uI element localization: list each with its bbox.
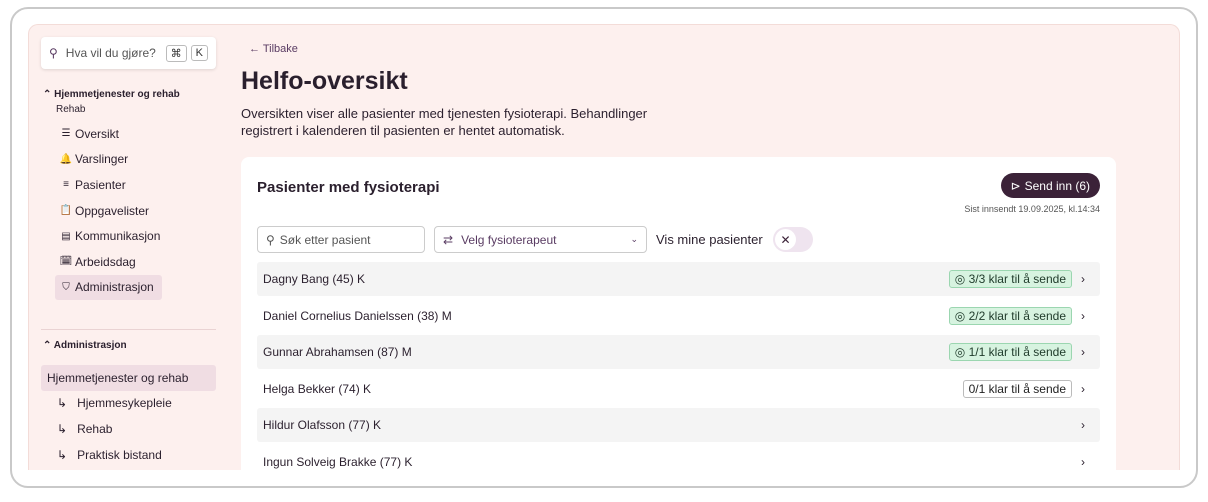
chevron-right-icon: › (1081, 345, 1085, 359)
chevron-right-icon: › (1081, 418, 1085, 432)
arrow-subitem-icon: ↳ (57, 396, 68, 411)
kbd-cmd: ⌘ (165, 44, 187, 62)
select-label: Velg fysioterapeut (461, 232, 557, 247)
message-icon: ▤ (61, 230, 71, 242)
section-title: Hjemmetjenester og rehab (54, 89, 180, 100)
patient-search-input[interactable]: ⚲ Søk etter pasient (257, 226, 425, 253)
sidebar-item-oppgavelister[interactable]: 📋 Oppgavelister (55, 198, 215, 224)
patient-name: Ingun Solveig Brakke (77) K (263, 454, 413, 469)
sidebar-item-label: Administrasjon (75, 280, 154, 295)
status-badge: 0/1 klar til å sende (962, 379, 1072, 398)
admin-section-toggle[interactable]: ⌃ Administrasjon (43, 340, 127, 351)
send-icon: ⊳ (1010, 178, 1021, 193)
sidebar-item-kommunikasjon[interactable]: ▤ Kommunikasjon (55, 223, 215, 249)
admin-item-rehab[interactable]: ↳ Rehab (41, 416, 216, 442)
search-icon: ⚲ (49, 46, 58, 60)
back-label: Tilbake (262, 43, 298, 55)
clipboard-icon: 📋 (59, 205, 73, 217)
admin-item-label: Rehab (77, 421, 113, 436)
shield-icon: ⛉ (62, 281, 70, 293)
admin-section-title: Administrasjon (53, 340, 127, 351)
admin-nav: Hjemmetjenester og rehab ↳ Hjemmesykeplei… (41, 365, 216, 467)
sidebar-item-label: Kommunikasjon (75, 229, 161, 244)
sidebar-item-label: Varslinger (75, 152, 129, 167)
status-badge: ◎ 2/2 klar til å sende (948, 306, 1072, 325)
sidebar-nav: ☰ Oversikt 🔔 Varslinger ≡ Pasienter 📋 Oppgav… (55, 121, 215, 301)
sidebar-item-varslinger[interactable]: 🔔 Varslinger (55, 147, 215, 173)
divider (41, 329, 216, 330)
sidebar-item-label: Oversikt (75, 126, 120, 141)
table-row[interactable]: Gunnar Abrahamsen (87) M ◎ 1/1 klar til å… (257, 335, 1100, 369)
patients-card: Pasienter med fysioterapi ⊳ Send inn (6) … (241, 157, 1116, 470)
chevron-right-icon: › (1081, 272, 1085, 286)
table-row[interactable]: Daniel Cornelius Danielssen (38) M ◎ 2/2 … (257, 299, 1100, 333)
patient-name: Hildur Olafsson (77) K (263, 418, 382, 432)
physio-select[interactable]: ⇄ Velg fysioterapeut ⌄ (434, 226, 647, 253)
page-description: Oversikten viser alle pasienter med tjen… (241, 106, 648, 138)
patient-name: Gunnar Abrahamsen (87) M (263, 345, 412, 359)
table-row[interactable]: Helga Bekker (74) K 0/1 klar til å sende › (257, 372, 1100, 406)
table-row[interactable]: Hildur Olafsson (77) K › (257, 408, 1100, 442)
card-title: Pasienter med fysioterapi (257, 179, 440, 196)
search-placeholder: Søk etter pasient (279, 232, 371, 247)
filter-icon: ⇄ (443, 232, 454, 247)
sidebar-item-arbeidsdag[interactable]: 🗓 Arbeidsdag (55, 249, 215, 275)
admin-item-label: Hjemmetjenester og rehab (47, 370, 189, 385)
chevron-right-icon: › (1081, 454, 1085, 469)
admin-item-praktisk-bistand[interactable]: ↳ Praktisk bistand (41, 442, 216, 468)
kbd-k: K (190, 45, 208, 61)
close-icon: ✕ (775, 229, 796, 250)
sidebar-item-label: Arbeidsdag (75, 254, 136, 269)
list-icon: ☰ (61, 128, 71, 140)
patient-list: Dagny Bang (45) K ◎ 3/3 klar til å sende ›… (257, 262, 1100, 470)
page-title: Helfo-oversikt (241, 67, 408, 95)
sidebar-item-oversikt[interactable]: ☰ Oversikt (55, 121, 215, 147)
app-panel: ⚲ Hva vil du gjøre? ⌘ K ⌃ Hjemmetjeneste… (28, 24, 1180, 470)
subsection-title: Rehab (56, 104, 86, 115)
patient-name: Daniel Cornelius Danielssen (38) M (263, 308, 452, 323)
chevron-down-icon: ⌄ (630, 234, 638, 244)
section-toggle[interactable]: ⌃ Hjemmetjenester og rehab (43, 89, 180, 100)
sidebar-item-label: Oppgavelister (75, 203, 150, 218)
status-badge: ◎ 3/3 klar til å sende (948, 270, 1072, 288)
back-link[interactable]: ← Tilbake (249, 43, 298, 55)
last-sent: Sist innsendt 19.09.2025, kl.14:34 (964, 204, 1100, 214)
chevron-right-icon: › (1081, 308, 1085, 323)
admin-item-label: Hjemmesykepleie (77, 396, 172, 411)
bell-icon: 🔔 (59, 153, 73, 165)
search-placeholder: Hva vil du gjøre? (65, 46, 156, 60)
table-row[interactable]: Ingun Solveig Brakke (77) K › (257, 445, 1100, 471)
sidebar-item-label: Pasienter (75, 177, 126, 192)
status-badge: ◎ 1/1 klar til å sende (948, 343, 1072, 361)
chevron-right-icon: › (1081, 381, 1085, 396)
toggle-label: Vis mine pasienter (656, 232, 763, 247)
my-patients-toggle[interactable]: ✕ (773, 227, 813, 252)
arrow-subitem-icon: ↳ (57, 421, 68, 436)
admin-item-label: Praktisk bistand (77, 447, 162, 462)
send-button[interactable]: ⊳ Send inn (6) (1000, 173, 1100, 198)
arrow-subitem-icon: ↳ (57, 447, 68, 462)
patients-icon: ≡ (63, 179, 69, 191)
send-label: Send inn (6) (1024, 178, 1090, 193)
admin-item-hjemmesykepleie[interactable]: ↳ Hjemmesykepleie (41, 391, 216, 417)
admin-item-hjemmetjenester[interactable]: Hjemmetjenester og rehab (41, 365, 216, 391)
patient-name: Dagny Bang (45) K (263, 272, 366, 286)
command-search[interactable]: ⚲ Hva vil du gjøre? ⌘ K (41, 37, 216, 69)
patient-name: Helga Bekker (74) K (263, 381, 372, 396)
sidebar-item-pasienter[interactable]: ≡ Pasienter (55, 172, 215, 198)
table-row[interactable]: Dagny Bang (45) K ◎ 3/3 klar til å sende › (257, 262, 1100, 296)
calendar-icon: 🗓 (59, 256, 73, 268)
arrow-left-icon: ← (249, 43, 263, 55)
search-icon: ⚲ (266, 232, 275, 247)
sidebar-item-administrasjon[interactable]: ⛉ Administrasjon (55, 274, 162, 301)
